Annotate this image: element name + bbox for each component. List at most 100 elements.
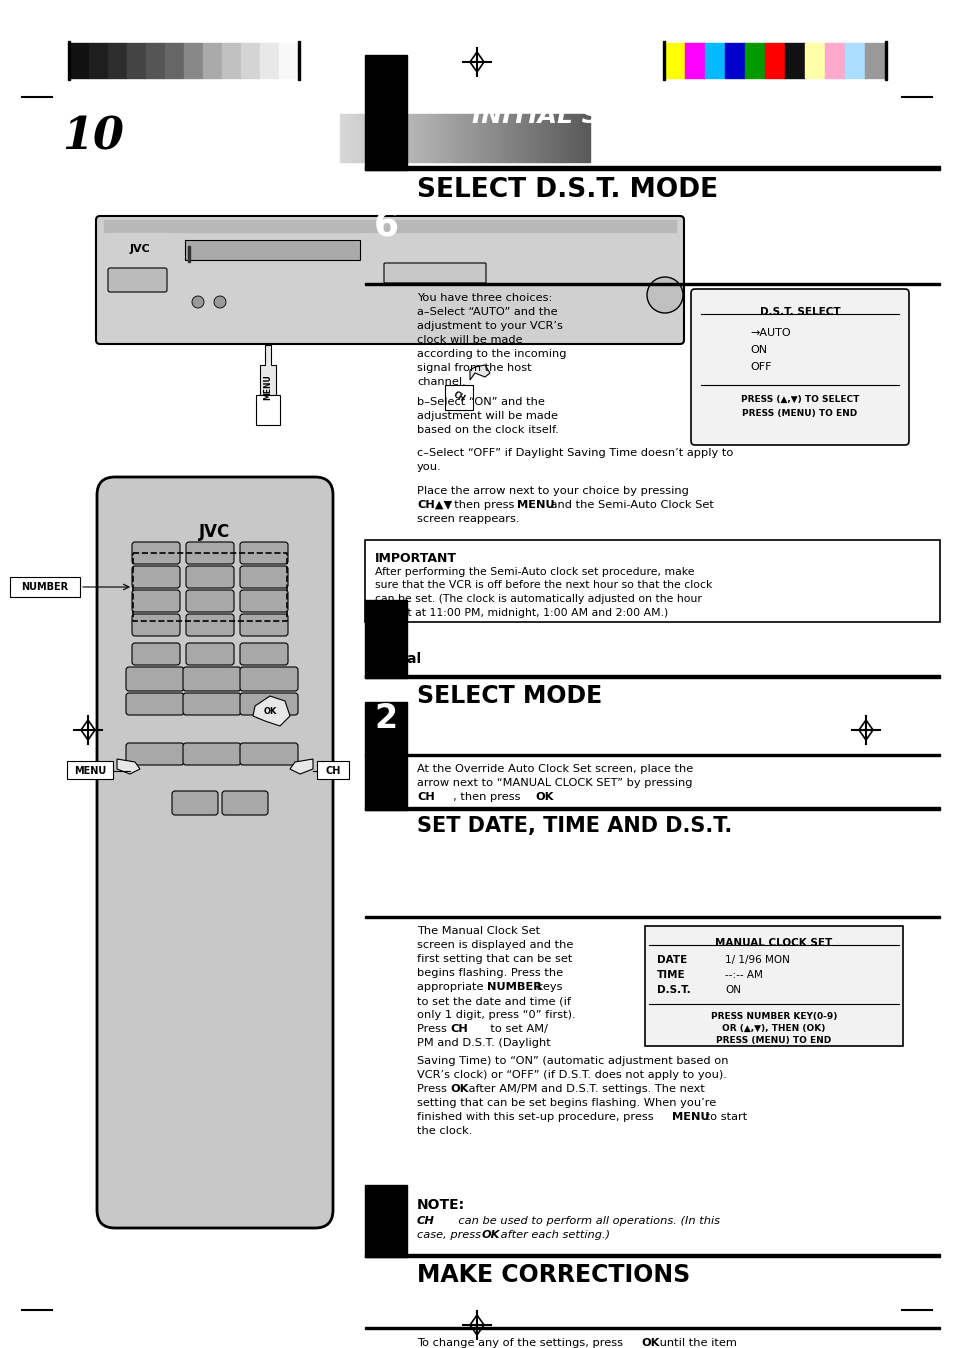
Bar <box>577 115 579 162</box>
Text: a–Select “AUTO” and the: a–Select “AUTO” and the <box>416 307 558 317</box>
Text: The Manual Clock Set: The Manual Clock Set <box>416 926 539 936</box>
Text: 10: 10 <box>62 115 124 158</box>
Bar <box>484 115 487 162</box>
Bar <box>884 40 886 80</box>
Bar <box>390 115 392 162</box>
Text: sure that the VCR is off before the next hour so that the clock: sure that the VCR is off before the next… <box>375 581 712 590</box>
Text: OFF: OFF <box>749 363 771 372</box>
Bar <box>569 115 572 162</box>
Bar <box>427 115 430 162</box>
Bar <box>110 233 170 255</box>
Text: and the Semi-Auto Clock Set: and the Semi-Auto Clock Set <box>546 500 713 510</box>
FancyBboxPatch shape <box>172 791 218 816</box>
Bar <box>355 115 357 162</box>
Bar <box>370 115 372 162</box>
Text: you.: you. <box>416 462 441 472</box>
Text: You have three choices:: You have three choices: <box>416 293 552 303</box>
Bar <box>365 754 939 756</box>
Bar <box>278 43 297 78</box>
FancyBboxPatch shape <box>96 216 683 344</box>
Bar <box>475 115 477 162</box>
Text: MENU: MENU <box>517 500 554 510</box>
Text: , then press: , then press <box>435 793 523 802</box>
Text: Saving Time) to “ON” (automatic adjustment based on: Saving Time) to “ON” (automatic adjustme… <box>416 1055 728 1066</box>
Bar <box>542 115 544 162</box>
Bar <box>342 115 345 162</box>
Bar <box>444 115 447 162</box>
Bar <box>507 115 510 162</box>
Text: DATE: DATE <box>657 954 686 965</box>
FancyBboxPatch shape <box>132 613 180 636</box>
Bar <box>704 43 724 78</box>
Text: D.S.T. SELECT: D.S.T. SELECT <box>759 307 840 317</box>
Text: After performing the Semi-Auto clock set procedure, make: After performing the Semi-Auto clock set… <box>375 568 694 577</box>
Bar <box>452 115 455 162</box>
Text: after AM/PM and D.S.T. settings. The next: after AM/PM and D.S.T. settings. The nex… <box>464 1084 704 1095</box>
FancyBboxPatch shape <box>132 590 180 612</box>
Bar <box>365 1254 939 1256</box>
Bar <box>108 43 127 78</box>
Bar <box>365 55 407 170</box>
FancyBboxPatch shape <box>240 566 288 588</box>
Text: based on the clock itself.: based on the clock itself. <box>416 425 558 435</box>
Text: 3: 3 <box>374 845 397 879</box>
Bar <box>67 762 112 779</box>
Bar <box>559 115 562 162</box>
Text: PM and D.S.T. (Daylight: PM and D.S.T. (Daylight <box>416 1038 550 1047</box>
Bar <box>379 115 382 162</box>
Text: CH▲▼: CH▲▼ <box>416 500 452 510</box>
Bar <box>365 1185 407 1256</box>
Bar <box>487 115 490 162</box>
Text: ON: ON <box>724 985 740 995</box>
Text: OR (▲,▼), THEN (OK): OR (▲,▼), THEN (OK) <box>721 1024 825 1033</box>
Bar <box>345 115 347 162</box>
Bar <box>437 115 439 162</box>
Bar <box>392 115 395 162</box>
Bar <box>405 115 407 162</box>
Bar <box>644 926 902 1046</box>
Text: MANUAL CLOCK SET: MANUAL CLOCK SET <box>715 938 832 948</box>
Bar <box>419 115 422 162</box>
Text: except at 11:00 PM, midnight, 1:00 AM and 2:00 AM.): except at 11:00 PM, midnight, 1:00 AM an… <box>375 608 667 617</box>
Bar <box>575 115 577 162</box>
Text: OK: OK <box>535 793 553 802</box>
Text: NUMBER: NUMBER <box>486 981 541 992</box>
Bar <box>584 115 587 162</box>
Bar <box>352 115 355 162</box>
Bar <box>365 283 939 284</box>
Bar <box>582 115 584 162</box>
Polygon shape <box>117 759 140 774</box>
Bar <box>104 220 676 232</box>
Bar <box>557 115 559 162</box>
Text: case, press: case, press <box>416 1229 484 1240</box>
Bar <box>457 115 459 162</box>
Bar <box>127 43 146 78</box>
Text: PRESS (▲,▼) TO SELECT: PRESS (▲,▼) TO SELECT <box>740 395 859 404</box>
Bar <box>492 115 495 162</box>
Bar <box>467 115 470 162</box>
Bar <box>424 115 427 162</box>
Bar <box>359 115 362 162</box>
Bar <box>444 386 473 410</box>
Text: PRESS (MENU) TO END: PRESS (MENU) TO END <box>741 408 857 418</box>
Bar <box>203 43 222 78</box>
Bar <box>365 702 407 810</box>
Bar <box>462 115 464 162</box>
FancyBboxPatch shape <box>240 613 288 636</box>
Text: MENU: MENU <box>73 766 106 776</box>
Bar <box>68 40 70 80</box>
Text: channel.: channel. <box>416 377 465 387</box>
Text: CH: CH <box>416 793 435 802</box>
FancyBboxPatch shape <box>108 268 167 293</box>
Text: the clock.: the clock. <box>416 1126 472 1136</box>
Bar <box>339 115 342 162</box>
Text: --:-- AM: --:-- AM <box>724 971 762 980</box>
Bar <box>10 577 80 597</box>
Text: MENU: MENU <box>671 1112 709 1122</box>
Text: ON: ON <box>749 345 766 355</box>
Bar <box>260 43 278 78</box>
FancyBboxPatch shape <box>240 542 288 563</box>
Bar <box>365 600 407 678</box>
Text: PRESS (MENU) TO END: PRESS (MENU) TO END <box>716 1037 831 1045</box>
Text: to set AM/: to set AM/ <box>464 1024 547 1034</box>
